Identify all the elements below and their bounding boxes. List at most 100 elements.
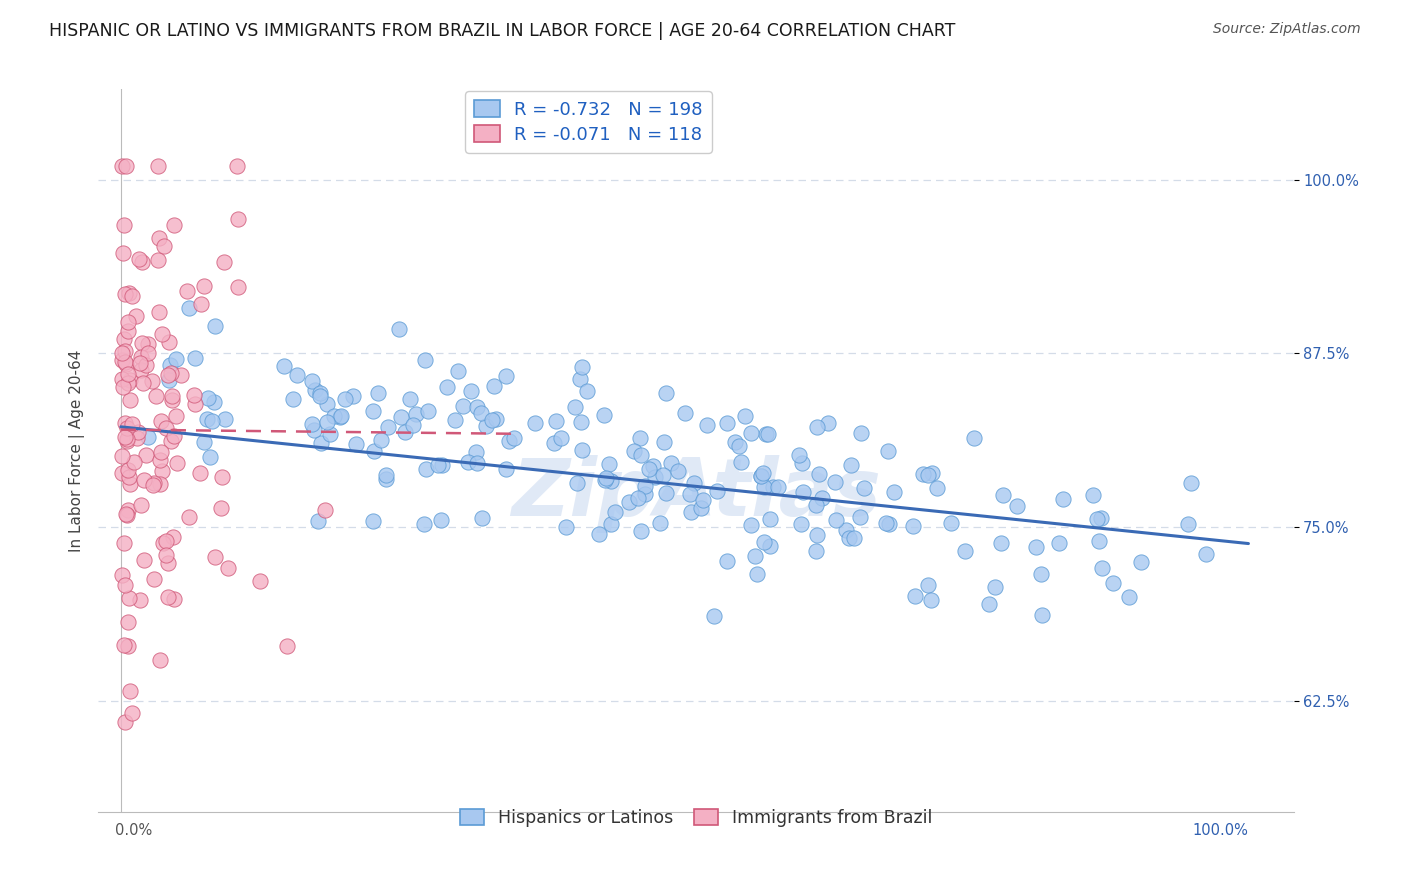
Point	[1129, 555, 1152, 569]
Point	[157, 334, 180, 349]
Point	[652, 468, 675, 483]
Point	[990, 536, 1012, 550]
Point	[112, 380, 135, 394]
Point	[155, 533, 177, 548]
Point	[806, 420, 828, 434]
Point	[835, 523, 858, 537]
Point	[190, 297, 212, 311]
Point	[308, 386, 330, 401]
Point	[156, 556, 179, 570]
Point	[571, 443, 593, 458]
Point	[544, 413, 567, 427]
Point	[917, 467, 939, 482]
Point	[159, 434, 181, 449]
Point	[193, 434, 215, 449]
Point	[117, 315, 139, 329]
Point	[374, 473, 396, 487]
Point	[138, 336, 160, 351]
Point	[112, 638, 135, 652]
Point	[377, 420, 399, 434]
Point	[457, 454, 479, 468]
Point	[118, 373, 141, 387]
Point	[314, 502, 336, 516]
Point	[115, 357, 138, 371]
Point	[111, 568, 134, 582]
Point	[402, 418, 425, 433]
Point	[740, 426, 762, 441]
Point	[152, 536, 174, 550]
Point	[118, 683, 141, 698]
Point	[132, 473, 155, 487]
Point	[744, 549, 766, 563]
Point	[495, 462, 517, 476]
Point	[977, 597, 1000, 611]
Point	[416, 404, 439, 418]
Point	[564, 400, 586, 414]
Point	[1025, 540, 1047, 554]
Point	[165, 409, 187, 424]
Point	[920, 592, 942, 607]
Point	[226, 211, 249, 226]
Point	[851, 425, 873, 440]
Point	[179, 510, 201, 524]
Point	[249, 574, 271, 588]
Point	[179, 301, 201, 315]
Point	[226, 280, 249, 294]
Point	[724, 435, 747, 450]
Point	[755, 426, 778, 441]
Point	[273, 359, 295, 374]
Point	[550, 431, 572, 445]
Point	[148, 652, 170, 666]
Point	[131, 376, 153, 391]
Point	[555, 520, 578, 534]
Point	[628, 431, 651, 445]
Point	[716, 417, 738, 431]
Point	[166, 352, 188, 367]
Point	[470, 406, 492, 420]
Point	[1177, 516, 1199, 531]
Point	[465, 400, 488, 414]
Point	[666, 464, 689, 478]
Point	[131, 335, 153, 350]
Point	[598, 458, 620, 472]
Point	[160, 366, 183, 380]
Point	[146, 159, 169, 173]
Point	[150, 445, 173, 459]
Point	[117, 591, 139, 605]
Point	[740, 518, 762, 533]
Point	[1031, 567, 1053, 582]
Point	[634, 479, 657, 493]
Point	[316, 415, 339, 429]
Point	[183, 397, 205, 411]
Point	[209, 501, 232, 516]
Point	[654, 434, 676, 449]
Point	[367, 385, 389, 400]
Point	[114, 507, 136, 521]
Point	[135, 448, 157, 462]
Point	[131, 255, 153, 269]
Point	[790, 516, 813, 531]
Point	[706, 483, 728, 498]
Point	[730, 455, 752, 469]
Point	[304, 383, 326, 397]
Point	[117, 376, 139, 390]
Point	[211, 469, 233, 483]
Point	[309, 388, 332, 402]
Point	[117, 463, 139, 477]
Point	[692, 493, 714, 508]
Point	[415, 461, 437, 475]
Point	[148, 230, 170, 244]
Point	[111, 449, 134, 463]
Point	[766, 480, 789, 494]
Point	[118, 286, 141, 301]
Point	[111, 353, 134, 368]
Point	[148, 453, 170, 467]
Point	[117, 434, 139, 448]
Point	[155, 421, 177, 435]
Point	[285, 368, 308, 382]
Point	[170, 368, 193, 382]
Point	[114, 714, 136, 729]
Point	[117, 367, 139, 381]
Point	[745, 566, 768, 581]
Point	[953, 543, 976, 558]
